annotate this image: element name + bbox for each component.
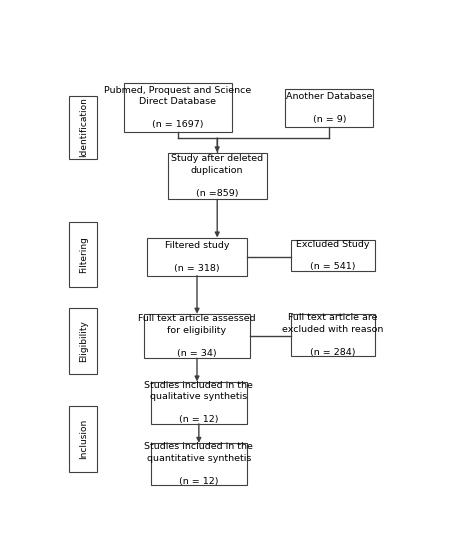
Text: Inclusion: Inclusion xyxy=(79,419,88,459)
FancyBboxPatch shape xyxy=(151,443,246,485)
Text: Full text article assessed
for eligibility

(n = 34): Full text article assessed for eligibili… xyxy=(138,314,256,358)
Text: Filtering: Filtering xyxy=(79,236,88,273)
FancyBboxPatch shape xyxy=(147,238,246,276)
FancyBboxPatch shape xyxy=(69,309,97,374)
Text: Filtered study

(n = 318): Filtered study (n = 318) xyxy=(165,241,229,272)
Text: Identification: Identification xyxy=(79,97,88,157)
FancyBboxPatch shape xyxy=(144,314,250,358)
Text: Pubmed, Proquest and Science
Direct Database

(n = 1697): Pubmed, Proquest and Science Direct Data… xyxy=(104,86,251,129)
Text: Full text article are
excluded with reason

(n = 284): Full text article are excluded with reas… xyxy=(282,314,383,356)
Text: Excluded Study

(n = 541): Excluded Study (n = 541) xyxy=(296,240,370,272)
FancyBboxPatch shape xyxy=(168,153,267,200)
FancyBboxPatch shape xyxy=(124,83,232,131)
Text: Eligibility: Eligibility xyxy=(79,320,88,362)
FancyBboxPatch shape xyxy=(69,222,97,287)
Text: Study after deleted
duplication

(n =859): Study after deleted duplication (n =859) xyxy=(171,155,263,198)
Text: Studies included in the
quantitative synthetis

(n = 12): Studies included in the quantitative syn… xyxy=(145,442,253,486)
FancyBboxPatch shape xyxy=(291,240,375,271)
FancyBboxPatch shape xyxy=(69,406,97,471)
FancyBboxPatch shape xyxy=(151,382,246,424)
Text: Studies included in the
qualitative synthetis

(n = 12): Studies included in the qualitative synt… xyxy=(145,381,253,425)
FancyBboxPatch shape xyxy=(285,89,374,128)
Text: Another Database

(n = 9): Another Database (n = 9) xyxy=(286,92,373,124)
FancyBboxPatch shape xyxy=(69,96,97,159)
FancyBboxPatch shape xyxy=(291,314,375,356)
